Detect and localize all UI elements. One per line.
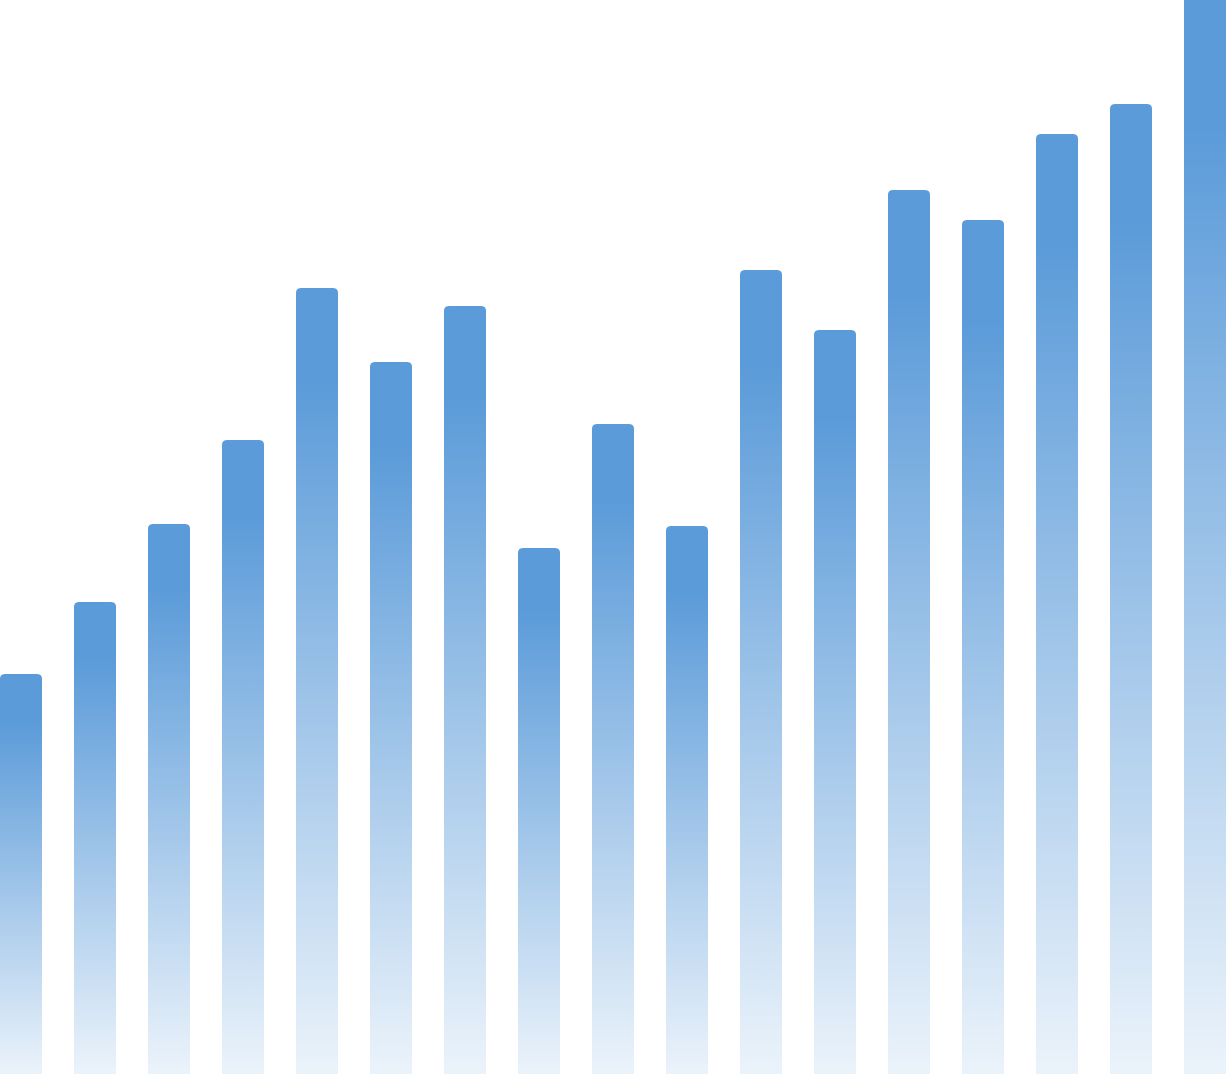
bar [444, 306, 486, 1074]
bar [222, 440, 264, 1074]
bar [814, 330, 856, 1074]
bar [370, 362, 412, 1074]
bar [518, 548, 560, 1074]
bar [1184, 0, 1226, 1074]
bar [0, 674, 42, 1074]
bar [1036, 134, 1078, 1074]
bar [592, 424, 634, 1074]
bar [888, 190, 930, 1074]
bar [148, 524, 190, 1074]
bar [666, 526, 708, 1074]
bar [296, 288, 338, 1074]
bar [962, 220, 1004, 1074]
bar [1110, 104, 1152, 1074]
bar [74, 602, 116, 1074]
bar [740, 270, 782, 1074]
